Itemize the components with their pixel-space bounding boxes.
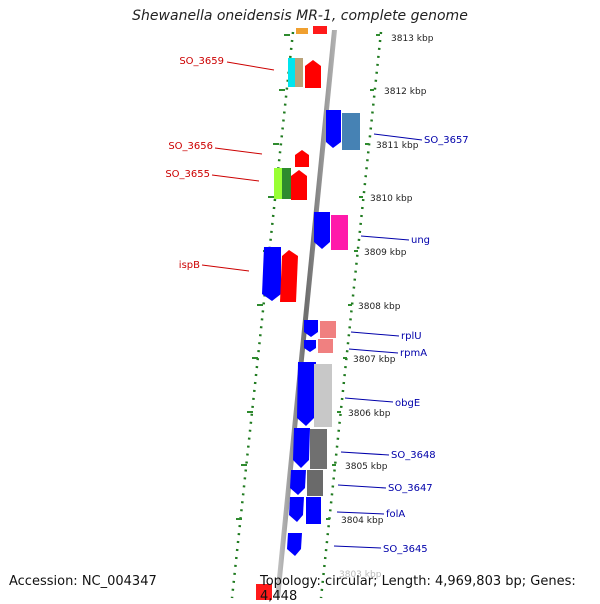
gene-arrow-reverse[interactable]: [262, 247, 281, 301]
kbp-label: 3808 kbp: [358, 302, 401, 312]
map-title: Shewanella oneidensis MR-1, complete gen…: [132, 8, 468, 24]
kbp-label: 3812 kbp: [384, 87, 427, 97]
gene-arrow-reverse[interactable]: [293, 428, 310, 468]
gene-label-so3655[interactable]: SO_3655: [165, 169, 210, 180]
gene-feature[interactable]: [331, 215, 348, 250]
kbp-label: 3811 kbp: [376, 141, 419, 151]
gene-label-obge[interactable]: obgE: [395, 398, 420, 409]
gene-label-so3645[interactable]: SO_3645: [383, 544, 428, 555]
gene-feature[interactable]: [256, 584, 272, 600]
gene-label-fola[interactable]: folA: [386, 509, 405, 520]
gene-label-ung[interactable]: ung: [411, 235, 430, 246]
gene-feature[interactable]: [274, 168, 282, 199]
kbp-label: 3804 kbp: [341, 516, 384, 526]
gene-feature[interactable]: [313, 26, 327, 34]
gene-feature[interactable]: [282, 168, 291, 199]
gene-feature[interactable]: [314, 364, 332, 427]
gene-arrow-reverse[interactable]: [304, 320, 318, 337]
gene-feature[interactable]: [295, 58, 303, 87]
gene-label-rplu[interactable]: rplU: [401, 331, 422, 342]
gene-label-so3657[interactable]: SO_3657: [424, 135, 469, 146]
gene-label-ispb[interactable]: ispB: [179, 260, 200, 271]
gene-arrow-reverse[interactable]: [287, 533, 302, 556]
gene-arrow-forward[interactable]: [295, 150, 309, 167]
kbp-tick-marks: [236, 34, 380, 520]
gene-arrow-reverse[interactable]: [290, 470, 306, 495]
kbp-label: 3803 kbp: [339, 570, 382, 580]
gene-label-so3656[interactable]: SO_3656: [168, 141, 213, 152]
gene-feature[interactable]: [307, 470, 323, 496]
accession-text: Accession: NC_004347: [9, 574, 157, 589]
gene-feature[interactable]: [320, 321, 336, 338]
gene-feature[interactable]: [306, 497, 321, 524]
kbp-label: 3813 kbp: [391, 34, 434, 44]
kbp-label: 3809 kbp: [364, 248, 407, 258]
gene-label-so3659[interactable]: SO_3659: [179, 56, 224, 67]
gene-arrow-reverse[interactable]: [314, 212, 330, 249]
gene-arrow-reverse[interactable]: [289, 497, 304, 522]
gene-feature[interactable]: [310, 429, 327, 469]
kbp-label: 3805 kbp: [345, 462, 388, 472]
gene-arrow-forward[interactable]: [291, 170, 307, 200]
gene-arrow-reverse[interactable]: [326, 110, 341, 148]
gene-feature[interactable]: [288, 58, 295, 87]
gene-feature[interactable]: [296, 28, 308, 34]
gene-label-rpma[interactable]: rpmA: [400, 348, 427, 359]
kbp-label: 3807 kbp: [353, 355, 396, 365]
genome-backbone: [275, 30, 337, 598]
gene-arrow-forward[interactable]: [280, 250, 298, 302]
kbp-label: 3810 kbp: [370, 194, 413, 204]
gene-feature[interactable]: [342, 113, 360, 150]
gene-label-so3647[interactable]: SO_3647: [388, 483, 433, 494]
kbp-label: 3806 kbp: [348, 409, 391, 419]
gene-arrow-reverse[interactable]: [297, 362, 316, 426]
gene-feature[interactable]: [318, 339, 333, 353]
gene-arrow-reverse[interactable]: [304, 340, 316, 352]
gene-label-so3648[interactable]: SO_3648: [391, 450, 436, 461]
gene-arrow-forward[interactable]: [305, 60, 321, 88]
